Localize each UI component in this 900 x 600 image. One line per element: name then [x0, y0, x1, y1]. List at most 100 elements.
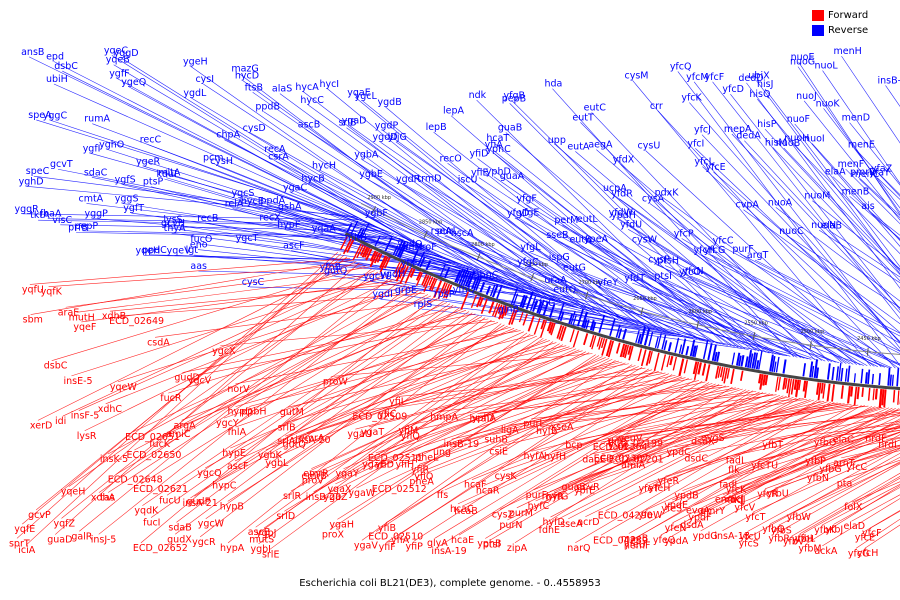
label-connector: [616, 217, 854, 365]
label-connector: [329, 354, 596, 530]
forward-gene-label: yeuV: [618, 433, 642, 444]
label-connector: [851, 494, 900, 522]
forward-gene-label: ypdA: [664, 536, 689, 547]
label-connector: [433, 131, 697, 340]
reverse-gene-label: gcvT: [50, 159, 73, 170]
forward-gene-block: [560, 326, 567, 342]
forward-gene-block: [726, 368, 730, 379]
label-connector: [250, 132, 538, 295]
reverse-gene-label: yqeB: [106, 55, 130, 66]
label-connector: [62, 270, 375, 417]
scale-tick-mark: [696, 320, 700, 329]
label-connector: [65, 267, 369, 308]
forward-gene-label: hcaC: [450, 504, 474, 515]
label-connector: [174, 308, 463, 430]
label-connector: [844, 459, 900, 479]
label-connector: [541, 307, 787, 357]
label-connector: [509, 103, 756, 351]
label-connector: [774, 445, 900, 489]
forward-gene-label: amiA: [621, 460, 646, 471]
forward-gene-block: [693, 361, 700, 380]
forward-gene-block: [500, 305, 508, 319]
label-connector: [361, 359, 616, 541]
scale-tick-mark: [809, 341, 812, 350]
forward-gene-block: [379, 255, 387, 269]
label-connector: [632, 282, 864, 366]
forward-gene-label: iciA: [18, 545, 36, 556]
reverse-gene-label: ygdQ: [397, 239, 422, 250]
reverse-gene-label: eutC: [584, 102, 607, 113]
label-connector: [775, 207, 900, 302]
reverse-gene-block: [464, 272, 472, 287]
forward-gene-block: [669, 355, 674, 366]
forward-gene-label: yfbM: [798, 544, 821, 555]
forward-gene-label: yfcH: [857, 548, 878, 559]
label-connector: [514, 217, 774, 354]
reverse-gene-block: [510, 287, 519, 305]
forward-gene-block: [399, 265, 409, 284]
label-connector: [747, 448, 900, 532]
forward-gene-block: [605, 340, 613, 357]
reverse-gene-label: yghO: [99, 139, 124, 150]
label-connector: [832, 176, 900, 241]
forward-gene-label: ypdC: [667, 447, 692, 458]
label-connector: [713, 171, 900, 333]
label-connector: [531, 393, 774, 452]
forward-gene-label: yfbT: [762, 440, 783, 451]
reverse-gene-block: [615, 324, 621, 338]
reverse-gene-label: yfaY: [869, 168, 890, 179]
reverse-gene-block: [585, 319, 590, 330]
label-connector: [690, 275, 900, 365]
forward-gene-label: yfcG: [848, 548, 870, 559]
reverse-gene-block: [747, 350, 753, 368]
reverse-gene-block: [867, 369, 871, 384]
forward-gene-block: [705, 364, 711, 382]
reverse-gene-block: [609, 318, 616, 337]
forward-gene-label: ygcY: [216, 418, 239, 429]
forward-gene-label: yfcE: [855, 532, 875, 543]
forward-gene-label: araE: [58, 307, 80, 318]
forward-gene-label: suhB: [484, 435, 508, 446]
forward-gene-label: xerD: [30, 420, 52, 431]
forward-gene-label: purF: [526, 490, 547, 501]
label-connector: [386, 367, 646, 410]
forward-gene-label: yqeF: [73, 322, 96, 333]
label-connector: [818, 229, 900, 284]
reverse-gene-block: [532, 300, 538, 312]
forward-gene-label: mutH: [69, 312, 95, 323]
label-connector: [610, 192, 847, 364]
reverse-gene-label: hypF: [277, 220, 300, 231]
forward-gene-block: [399, 264, 407, 279]
forward-gene-label: xseA: [551, 422, 574, 433]
label-connector: [37, 261, 357, 421]
forward-gene-block: [429, 277, 436, 291]
forward-gene-block: [831, 384, 835, 402]
label-connector: [531, 392, 767, 420]
reverse-gene-block: [396, 240, 407, 258]
forward-gene-label: ECD_02199: [608, 439, 663, 450]
reverse-gene-label: ygfT: [123, 203, 144, 214]
forward-gene-label: sprT: [9, 538, 30, 549]
forward-gene-label: yfiB: [378, 523, 396, 534]
label-connector: [458, 382, 710, 536]
reverse-gene-label: yggC: [43, 110, 68, 121]
label-connector: [558, 398, 804, 423]
forward-gene-block: [533, 317, 541, 335]
reverse-gene-label: guaB: [498, 123, 522, 134]
forward-gene-block: [340, 236, 348, 250]
reverse-gene-block: [466, 270, 476, 288]
reverse-gene-block: [769, 354, 774, 372]
scale-tick-label: 2900 kbp: [367, 195, 391, 201]
inner-scale-arc: [360, 202, 900, 355]
label-connector: [618, 219, 850, 365]
label-connector: [857, 176, 900, 216]
forward-gene-block: [798, 379, 801, 391]
reverse-gene-label: yfgG: [533, 298, 555, 309]
label-connector: [605, 402, 835, 511]
reverse-gene-label: ais: [861, 201, 874, 212]
label-connector: [692, 414, 900, 454]
reverse-gene-block: [489, 284, 496, 297]
reverse-gene-label: mazG: [231, 64, 258, 75]
label-connector: [803, 100, 900, 221]
reverse-gene-label: yqaE: [347, 87, 370, 98]
